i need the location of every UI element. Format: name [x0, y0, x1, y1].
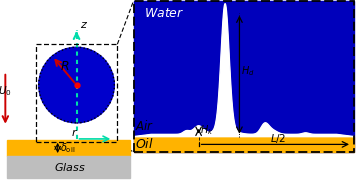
Text: $H_d$: $H_d$: [241, 65, 255, 78]
Text: $Glass$: $Glass$: [54, 161, 86, 173]
Text: $Water$: $Water$: [144, 7, 184, 20]
Text: $U_0$: $U_0$: [0, 84, 11, 98]
Text: $r$: $r$: [71, 127, 78, 138]
Text: $R$: $R$: [61, 60, 70, 73]
Bar: [134, 1, 354, 152]
Polygon shape: [134, 4, 354, 137]
Text: $Air$: $Air$: [135, 119, 155, 133]
Bar: [7, 156, 130, 178]
Text: $H_k$: $H_k$: [200, 123, 213, 136]
Text: $z$: $z$: [80, 20, 88, 30]
Bar: [7, 140, 130, 156]
Text: $L/2$: $L/2$: [269, 132, 286, 145]
Bar: [134, 1, 354, 152]
Bar: [36, 44, 117, 142]
Circle shape: [39, 47, 114, 123]
Text: $Oil$: $Oil$: [135, 137, 154, 151]
Text: $\delta_{\rm oil}$: $\delta_{\rm oil}$: [60, 141, 75, 155]
Bar: [134, 137, 354, 152]
